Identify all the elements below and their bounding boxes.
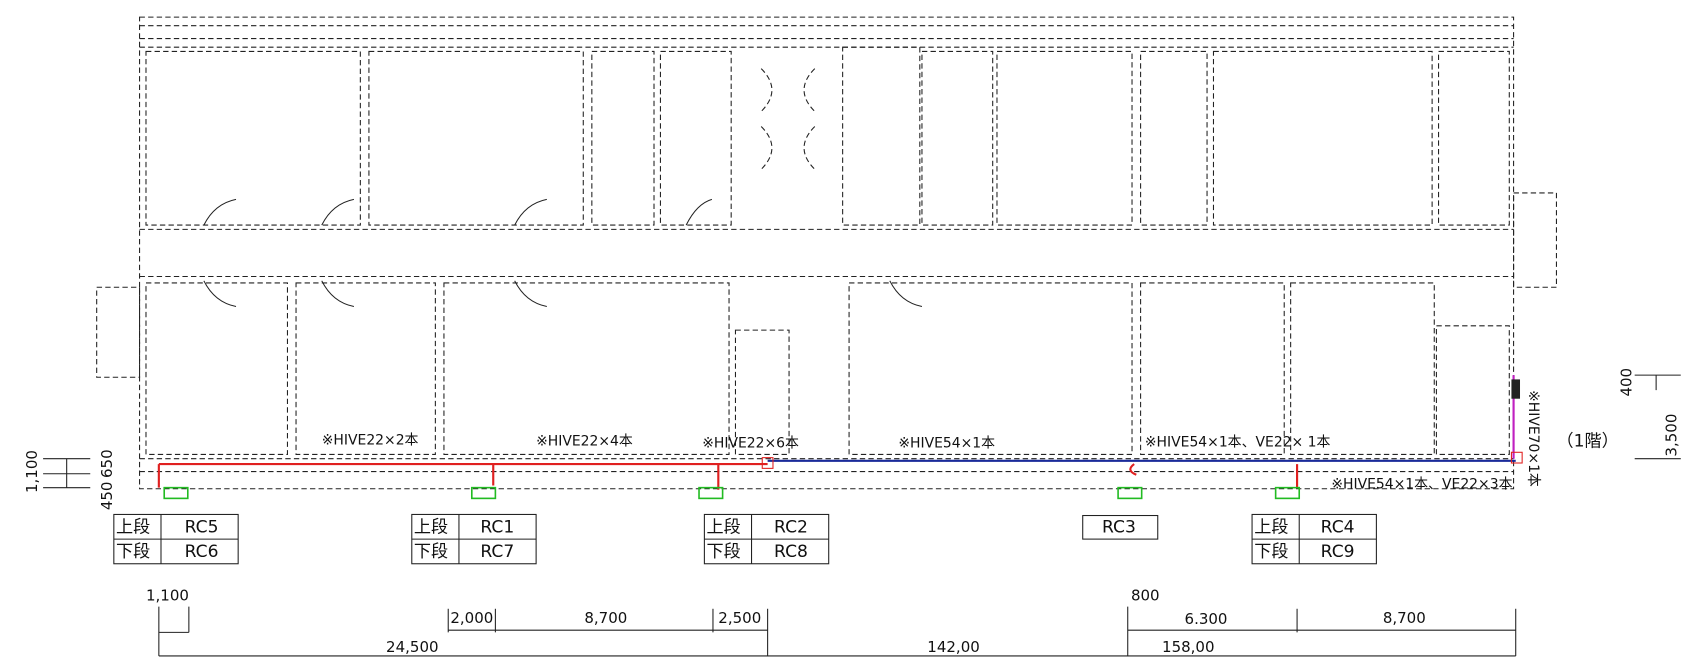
label-cell: RC6	[185, 542, 219, 562]
label-cell: RC4	[1321, 517, 1355, 537]
dimension: 3,500	[1663, 414, 1681, 457]
dimension: 450	[98, 482, 116, 511]
note: ※HIVE54×1本、VE22×3本	[1331, 476, 1512, 492]
note: ※HIVE22×2本	[322, 433, 419, 449]
note: ※HIVE70×1本	[1525, 390, 1541, 487]
dimension: 8,700	[584, 609, 627, 627]
label-cell: 上段	[414, 517, 448, 537]
floor-label: （1階）	[1556, 432, 1618, 452]
dimension-lines	[43, 374, 1681, 657]
label-cell: RC5	[185, 517, 219, 537]
label-tables	[113, 513, 1377, 565]
note: ※HIVE22×6本	[702, 436, 799, 452]
label-cell: RC8	[774, 542, 808, 562]
building	[96, 16, 1557, 490]
label-cell: 下段	[116, 542, 150, 562]
label-cell: RC2	[774, 517, 808, 537]
dimension: 6.300	[1185, 610, 1228, 628]
dimension: 400	[1618, 368, 1636, 397]
label-cell: 上段	[116, 517, 150, 537]
dimension: 1,100	[146, 586, 189, 604]
dimension: 1,100	[23, 450, 41, 493]
label-cell: 下段	[1254, 542, 1288, 562]
label-cell: 上段	[1254, 517, 1288, 537]
label-cell: 上段	[707, 517, 741, 537]
wiring	[157, 375, 1523, 500]
dimension: 24,500	[386, 638, 439, 656]
dimension: 2,500	[718, 609, 761, 627]
label-cell: RC1	[480, 517, 514, 537]
dimension: 650	[98, 449, 116, 478]
dimension: 8,700	[1383, 609, 1426, 627]
note: ※HIVE54×1本、VE22× 1本	[1145, 435, 1331, 451]
label-cell: RC7	[480, 542, 514, 562]
dimension: 158,00	[1162, 638, 1215, 656]
dimension: 142,00	[927, 638, 980, 656]
dimension: 800	[1131, 586, 1160, 604]
label-cell: RC3	[1102, 517, 1136, 537]
note: ※HIVE54×1本	[898, 436, 995, 452]
dimension: 2,000	[450, 609, 493, 627]
note: ※HIVE22×4本	[536, 434, 633, 450]
label-cell: RC9	[1321, 542, 1355, 562]
label-cell: 下段	[414, 542, 448, 562]
label-cell: 下段	[707, 542, 741, 562]
